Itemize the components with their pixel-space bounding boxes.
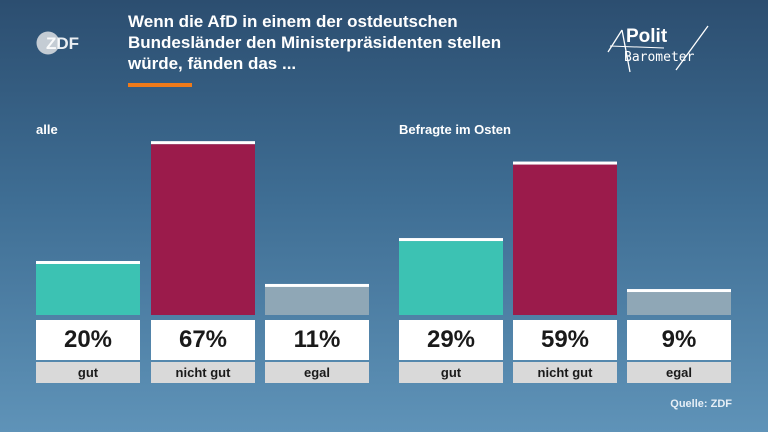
group-label-osten: Befragte im Osten: [399, 122, 511, 137]
page-title: Wenn die AfD in einem der ostdeutschen B…: [128, 11, 568, 74]
brand-barometer: Barometer: [624, 50, 695, 65]
zdf-logo-text: ZDF: [46, 34, 79, 53]
politbarometer-logo: Polit Barometer: [607, 25, 709, 73]
category-label-alle-egal: egal: [265, 362, 369, 383]
value-label-osten-nicht-gut: 59%: [513, 320, 617, 360]
title-line-1: Wenn die AfD in einem der ostdeutschen: [128, 12, 458, 31]
category-label-osten-gut: gut: [399, 362, 503, 383]
category-label-alle-nicht-gut: nicht gut: [151, 362, 255, 383]
value-label-osten-gut: 29%: [399, 320, 503, 360]
title-line-3: würde, fänden das ...: [128, 54, 297, 73]
bar-osten-nicht-gut: [513, 164, 617, 315]
bar-osten-egal: [627, 292, 731, 315]
bar-alle-egal: [265, 286, 369, 315]
bar-osten-gut: [399, 241, 503, 315]
value-label-osten-egal: 9%: [627, 320, 731, 360]
value-label-alle-nicht-gut: 67%: [151, 320, 255, 360]
zdf-logo: ZDF: [36, 31, 79, 55]
title-line-2: Bundesländer den Ministerpräsidenten ste…: [128, 33, 502, 52]
value-label-alle-egal: 11%: [265, 320, 369, 360]
bar-cap-osten-gut: [399, 238, 503, 242]
bar-cap-osten-nicht-gut: [513, 161, 617, 165]
bar-cap-alle-egal: [265, 283, 369, 287]
category-label-osten-egal: egal: [627, 362, 731, 383]
bar-cap-alle-nicht-gut: [151, 141, 255, 145]
accent-line: [128, 83, 192, 87]
source-note: Quelle: ZDF: [670, 398, 732, 410]
group-label-alle: alle: [36, 122, 58, 137]
brand-polit: Polit: [626, 26, 668, 47]
category-label-osten-nicht-gut: nicht gut: [513, 362, 617, 383]
category-label-alle-gut: gut: [36, 362, 140, 383]
bar-cap-osten-egal: [627, 289, 731, 293]
bar-alle-nicht-gut: [151, 144, 255, 315]
value-label-alle-gut: 20%: [36, 320, 140, 360]
bar-cap-alle-gut: [36, 261, 140, 264]
bar-alle-gut: [36, 264, 140, 315]
